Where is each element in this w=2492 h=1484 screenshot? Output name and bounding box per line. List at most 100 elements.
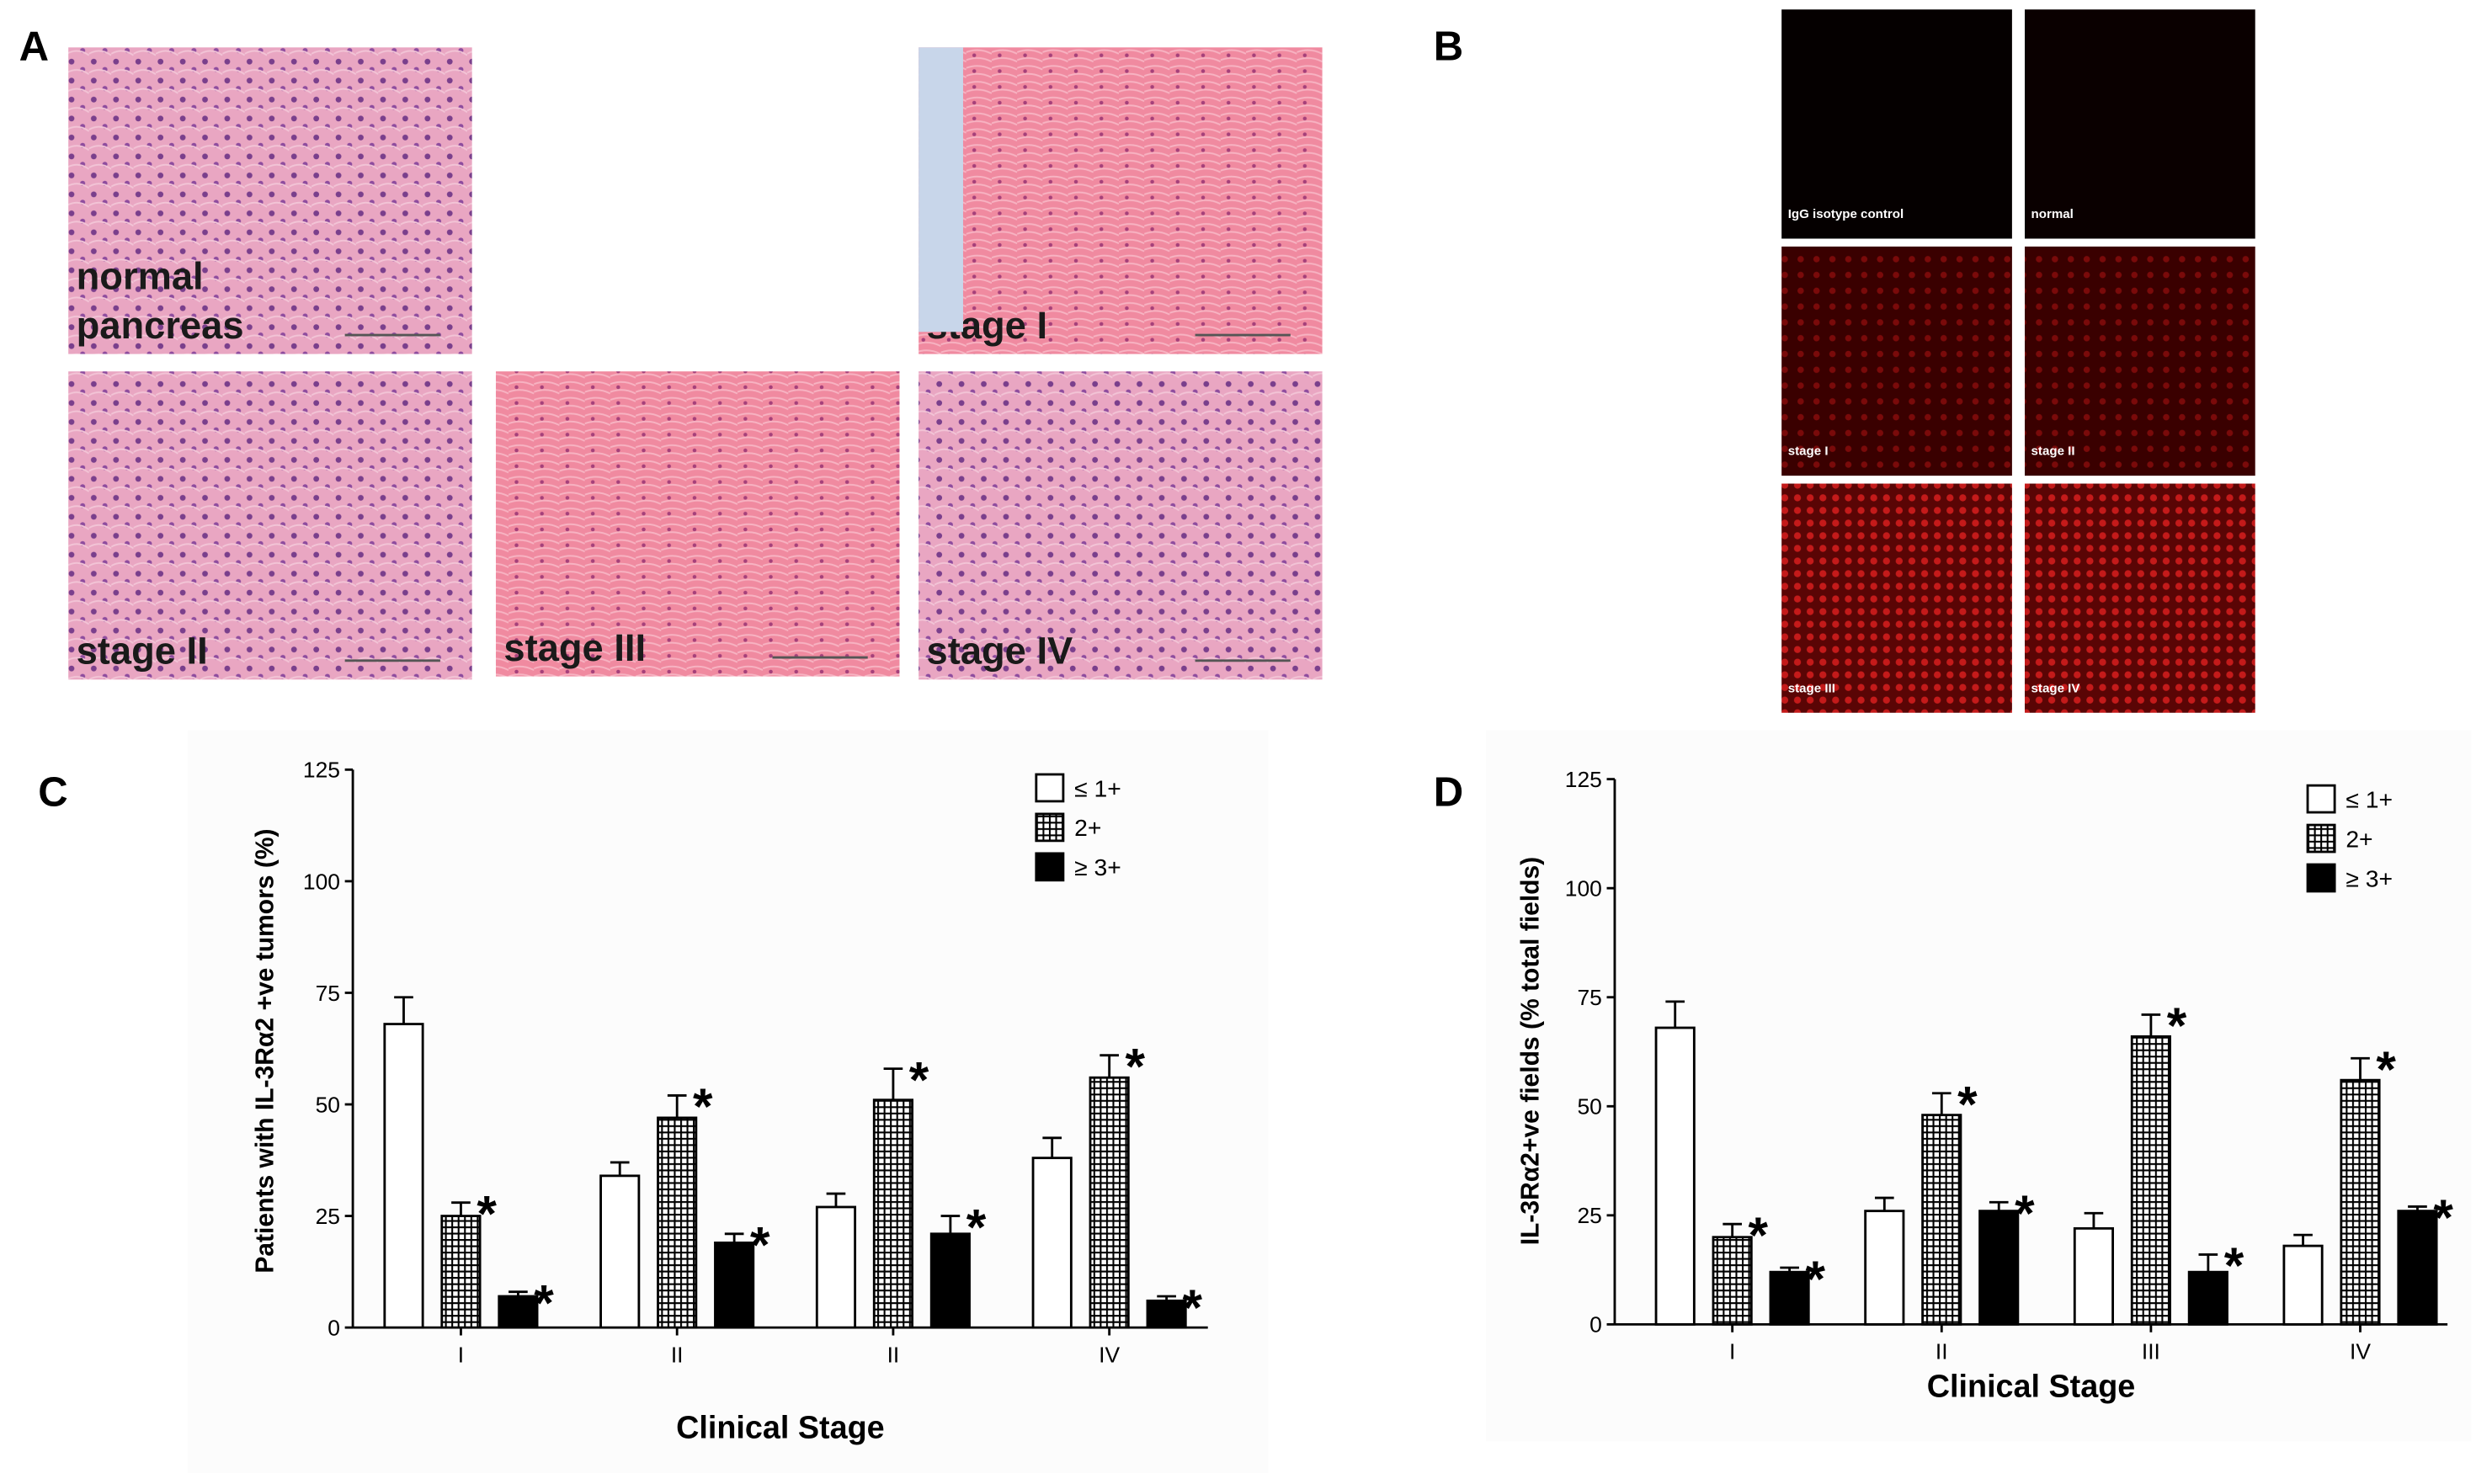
x-tick-label: IV xyxy=(2350,1339,2371,1364)
x-tick-label: IV xyxy=(1099,1342,1120,1367)
histology-lumen xyxy=(919,47,963,332)
legend-swatch xyxy=(1035,773,1065,803)
significance-marker: * xyxy=(2224,1237,2244,1294)
legend-swatch xyxy=(2306,823,2336,854)
y-tick-label: 125 xyxy=(303,758,340,783)
bar xyxy=(1921,1114,1962,1326)
legend-label: ≥ 3+ xyxy=(1074,854,1121,880)
fluorescence-label: stage IV xyxy=(2031,681,2080,695)
y-tick-label: 125 xyxy=(1565,767,1602,792)
legend-label: 2+ xyxy=(1074,814,1101,841)
significance-marker: * xyxy=(1749,1206,1769,1263)
histology-label: stage II xyxy=(77,630,208,673)
bar xyxy=(2282,1244,2324,1326)
y-tick-label: 25 xyxy=(1577,1203,1601,1228)
histology-image xyxy=(495,371,900,677)
y-tick-label: 50 xyxy=(1577,1094,1601,1120)
significance-marker: * xyxy=(2376,1040,2396,1098)
significance-marker: * xyxy=(2167,997,2187,1054)
fluorescence-label: stage II xyxy=(2031,444,2075,459)
bar xyxy=(872,1098,913,1329)
fluorescence-image xyxy=(2025,246,2255,476)
fluorescence-label: IgG isotype control xyxy=(1788,207,1904,221)
panel-label: B xyxy=(1434,24,1463,69)
significance-marker: * xyxy=(966,1199,987,1256)
bar xyxy=(498,1295,539,1329)
bar xyxy=(714,1241,755,1329)
legend-label: ≤ 1+ xyxy=(1074,774,1121,801)
y-tick-label: 100 xyxy=(303,869,340,894)
bar xyxy=(383,1023,424,1329)
legend-swatch xyxy=(1035,812,1065,843)
histology-label: normal xyxy=(77,255,204,298)
panel-label: D xyxy=(1434,770,1463,816)
y-axis-label: Patients with IL-3Rα2 +ve tumors (%) xyxy=(252,828,280,1273)
bar xyxy=(1089,1076,1130,1329)
significance-marker: * xyxy=(534,1274,554,1332)
fluorescence-image xyxy=(1781,246,2012,476)
fluorescence-image xyxy=(2025,9,2255,239)
panel-label: C xyxy=(38,770,67,816)
bar xyxy=(1978,1210,2020,1326)
y-tick-label: 0 xyxy=(1589,1312,1602,1338)
panel-label: A xyxy=(19,24,49,69)
bar xyxy=(1864,1210,1905,1326)
histology-label: stage IV xyxy=(927,630,1073,673)
histology-label: stage III xyxy=(503,626,646,669)
legend-swatch xyxy=(1035,852,1065,882)
significance-marker: * xyxy=(750,1216,770,1274)
histology-image xyxy=(919,47,1323,354)
x-tick-label: I xyxy=(1729,1339,1735,1364)
y-tick-label: 75 xyxy=(1577,985,1601,1010)
legend-swatch xyxy=(2306,863,2336,893)
y-tick-label: 50 xyxy=(316,1092,340,1117)
fluorescence-image xyxy=(2025,483,2255,713)
significance-marker: * xyxy=(1957,1076,1978,1133)
significance-marker: * xyxy=(477,1185,497,1242)
bar xyxy=(599,1174,641,1329)
histology-label: pancreas xyxy=(77,304,244,347)
significance-marker: * xyxy=(1126,1038,1146,1095)
histology-image xyxy=(68,47,472,354)
bar xyxy=(2130,1035,2171,1326)
y-tick-label: 0 xyxy=(327,1316,340,1341)
histology-image xyxy=(919,371,1323,680)
significance-marker: * xyxy=(2433,1189,2453,1246)
x-axis-label: Clinical Stage xyxy=(676,1410,885,1445)
x-tick-label: II xyxy=(671,1342,684,1367)
histology-image xyxy=(68,371,472,680)
bar xyxy=(2397,1210,2438,1326)
significance-marker: * xyxy=(909,1051,929,1109)
panel-background xyxy=(187,730,1269,1473)
bar xyxy=(440,1215,482,1329)
bar xyxy=(929,1232,971,1329)
significance-marker: * xyxy=(2015,1184,2035,1242)
x-axis-label: Clinical Stage xyxy=(1927,1369,2136,1404)
bar xyxy=(657,1116,698,1329)
x-tick-label: III xyxy=(2142,1339,2160,1364)
fluorescence-label: normal xyxy=(2031,207,2074,221)
bar xyxy=(2340,1078,2381,1326)
bar xyxy=(1654,1026,1696,1326)
fluorescence-image xyxy=(1781,9,2012,239)
fluorescence-image xyxy=(1781,483,2012,713)
x-tick-label: II xyxy=(1936,1339,1948,1364)
bar xyxy=(1146,1299,1187,1329)
bar xyxy=(815,1205,857,1329)
significance-marker: * xyxy=(1182,1279,1202,1336)
significance-marker: * xyxy=(693,1077,713,1135)
y-axis-label: IL-3Rα2+ve fields (% total fields) xyxy=(1516,857,1544,1245)
bar xyxy=(1769,1270,1810,1326)
legend-label: 2+ xyxy=(2346,825,2372,852)
significance-marker: * xyxy=(1805,1250,1825,1307)
legend-swatch xyxy=(2306,784,2336,814)
y-tick-label: 25 xyxy=(316,1204,340,1229)
bar xyxy=(2187,1270,2228,1326)
x-tick-label: I xyxy=(458,1342,464,1367)
fluorescence-label: stage I xyxy=(1788,444,1829,459)
y-tick-label: 100 xyxy=(1565,876,1602,902)
bar xyxy=(1031,1157,1073,1329)
legend-label: ≤ 1+ xyxy=(2346,785,2393,812)
